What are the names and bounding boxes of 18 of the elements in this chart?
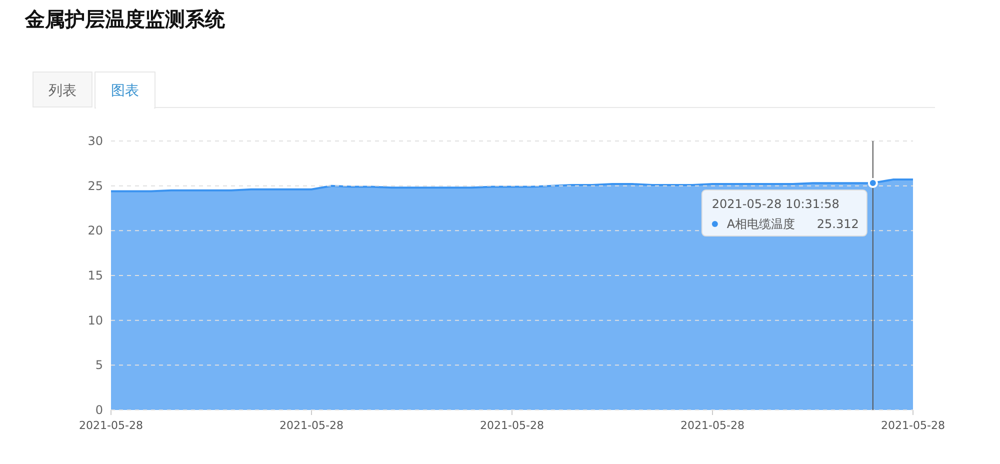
x-tick-label: 2021-05-28 — [79, 419, 143, 432]
y-tick-label: 30 — [88, 134, 103, 148]
text: 列表 — [48, 83, 76, 99]
y-tick-label: 10 — [88, 313, 103, 328]
x-tick-label: 2021-05-28 — [480, 419, 544, 432]
annotation: 2021-05-28 10:31:58 — [712, 197, 840, 212]
chart-title: 金属护层温度监测系统 — [24, 7, 226, 31]
x-tick-label: 2021-05-28 — [680, 419, 744, 432]
y-tick-label: 25 — [88, 178, 103, 193]
x-tick-label: 2021-05-28 — [280, 419, 344, 432]
x-tick-label: 2021-05-28 — [881, 419, 945, 432]
y-tick-label: 20 — [88, 224, 103, 238]
data-label: 25.312 — [816, 217, 859, 232]
text: 图表 — [111, 83, 139, 99]
y-tick-label: 5 — [95, 358, 103, 372]
legend-label: A相电缆温度 — [726, 217, 796, 232]
y-tick-label: 0 — [95, 403, 103, 417]
y-tick-label: 15 — [88, 268, 103, 282]
